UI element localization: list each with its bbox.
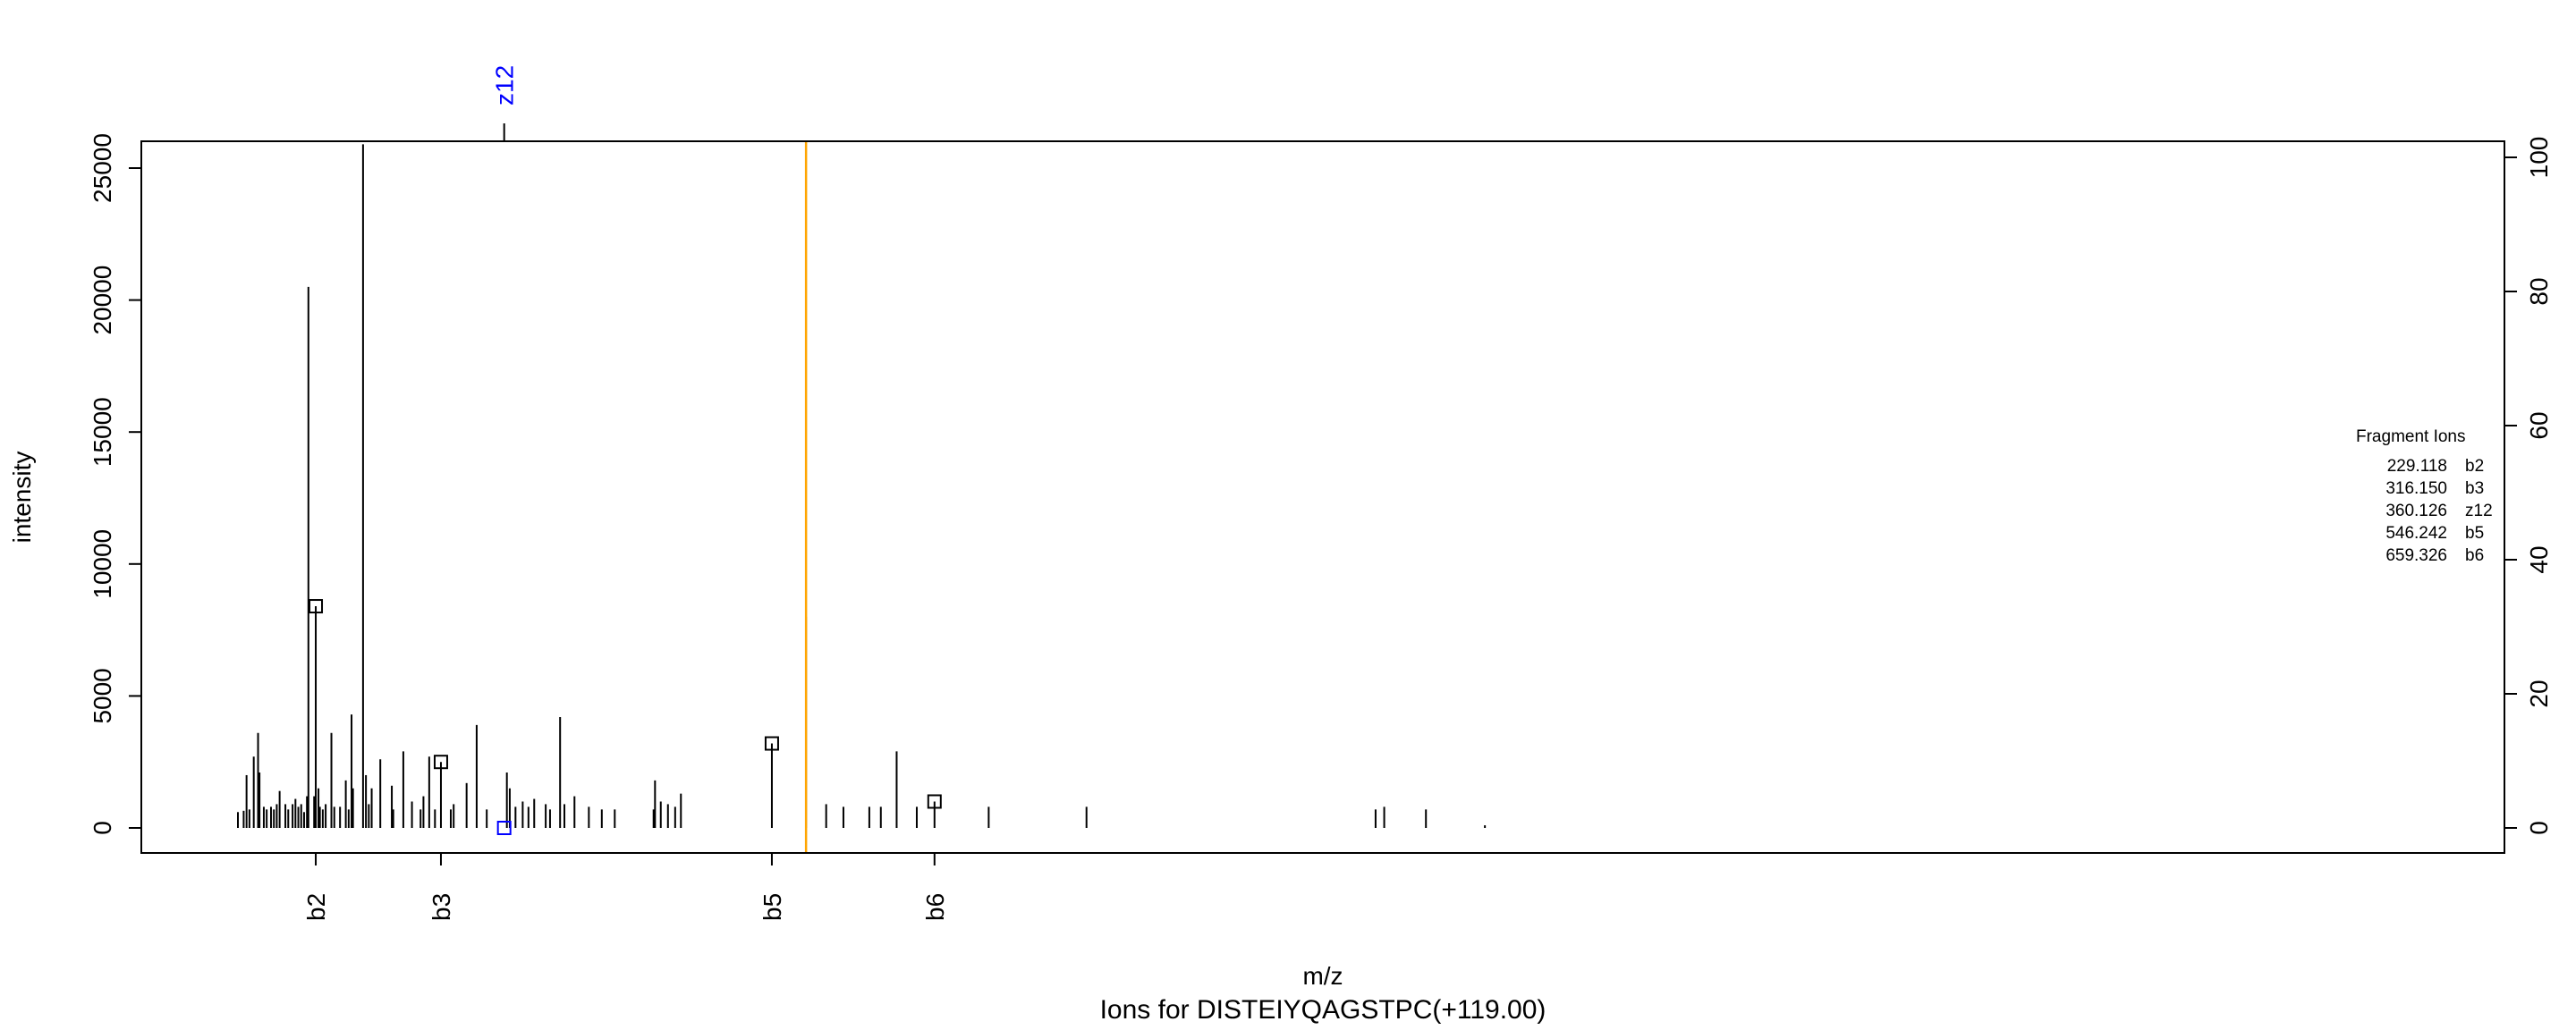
legend-ion: b2 — [2465, 457, 2484, 476]
legend-title: Fragment Ions — [2356, 427, 2466, 446]
peaks-layer — [237, 144, 1487, 828]
fragment-label-b3: b3 — [428, 893, 455, 921]
fragment-marker-b5 — [764, 736, 779, 751]
right-tick-label: 80 — [2525, 277, 2553, 305]
left-tick-label: 25000 — [89, 133, 116, 203]
fragment-ions-legend: Fragment Ions 229.118 b2 316.150 b3 360.126 z1… — [2356, 427, 2493, 565]
left-tick-label: 0 — [89, 821, 116, 835]
legend-mz: 659.326 — [2385, 546, 2447, 565]
fragment-marker-b6 — [927, 794, 942, 809]
left-tick-label: 5000 — [89, 668, 116, 723]
legend-ion: b3 — [2465, 479, 2484, 498]
y-axis-label: intensity — [8, 452, 36, 544]
left-tick-label: 10000 — [89, 529, 116, 599]
right-tick-label: 40 — [2525, 545, 2553, 573]
right-tick-label: 0 — [2525, 821, 2553, 835]
annotations-layer: b2 b3 z12 b5 b6 — [302, 65, 949, 921]
fragment-label-b5: b5 — [758, 893, 786, 921]
chart-title: Ions for DISTEIYQAGSTPC(+119.00) — [1100, 995, 1546, 1025]
legend-ion: z12 — [2465, 502, 2493, 520]
right-tick-label: 20 — [2525, 680, 2553, 707]
fragment-marker-b3 — [433, 755, 448, 770]
left-y-axis: 0 5000 10000 15000 20000 25000 — [89, 133, 142, 835]
right-tick-label: 100 — [2525, 137, 2553, 179]
fragment-label-b6: b6 — [921, 893, 949, 921]
legend-mz: 316.150 — [2385, 479, 2447, 498]
right-tick-label: 60 — [2525, 411, 2553, 439]
fragment-marker-b2 — [309, 599, 324, 614]
legend-ion: b6 — [2465, 546, 2484, 565]
left-tick-label: 20000 — [89, 266, 116, 335]
fragment-label-z12: z12 — [491, 65, 519, 106]
fragment-marker-z12 — [496, 821, 512, 835]
legend-mz: 360.126 — [2385, 502, 2447, 520]
right-y-axis: 0 20 40 60 80 100 — [2504, 137, 2553, 835]
fragment-label-b2: b2 — [302, 893, 330, 921]
legend-mz: 546.242 — [2385, 524, 2447, 543]
legend-ion: b5 — [2465, 524, 2484, 543]
legend-mz: 229.118 — [2387, 457, 2447, 476]
x-axis-label: m/z — [1302, 962, 1343, 990]
left-tick-label: 15000 — [89, 397, 116, 467]
